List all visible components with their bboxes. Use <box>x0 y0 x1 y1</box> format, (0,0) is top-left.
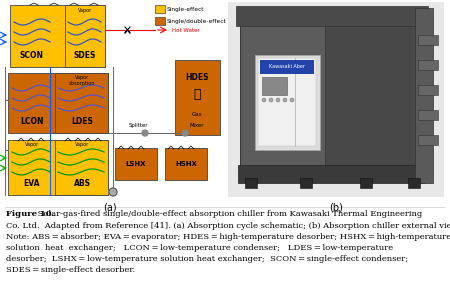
Bar <box>415 8 433 183</box>
Circle shape <box>283 98 287 102</box>
Text: Vapor
absorption: Vapor absorption <box>69 75 95 86</box>
Circle shape <box>290 98 294 102</box>
Bar <box>240 8 425 173</box>
Text: HSHX: HSHX <box>175 161 197 167</box>
Bar <box>418 135 438 145</box>
Text: Gas: Gas <box>192 112 202 118</box>
Bar <box>65 5 105 67</box>
Bar <box>418 60 438 70</box>
Text: Single-effect: Single-effect <box>167 6 204 11</box>
Text: EVA: EVA <box>24 178 40 188</box>
Bar <box>408 178 420 188</box>
Bar <box>8 140 108 195</box>
Text: ABS: ABS <box>73 178 90 188</box>
Bar <box>325 8 425 173</box>
Bar <box>175 60 220 135</box>
Circle shape <box>182 130 188 136</box>
Text: LCON: LCON <box>20 118 44 126</box>
Bar <box>165 148 207 180</box>
Bar <box>300 178 312 188</box>
Bar <box>55 140 108 195</box>
Text: Hot Water: Hot Water <box>172 28 200 33</box>
Bar <box>10 5 105 67</box>
Bar <box>262 77 287 95</box>
Bar <box>238 165 424 183</box>
Bar <box>236 6 428 26</box>
Bar <box>155 5 165 13</box>
Text: (a): (a) <box>103 202 117 212</box>
Text: SDES = single-effect desorber.: SDES = single-effect desorber. <box>6 266 135 274</box>
Text: Mixer: Mixer <box>190 123 204 128</box>
Bar <box>260 60 314 74</box>
Text: Vapor: Vapor <box>78 8 92 13</box>
Bar <box>418 85 438 95</box>
Bar <box>228 2 444 197</box>
Bar <box>55 73 108 133</box>
Text: Splitter: Splitter <box>128 123 148 128</box>
Circle shape <box>109 188 117 196</box>
Text: solution  heat  exchanger;   LCON = low-temperature condenser;   LDES = low-temp: solution heat exchanger; LCON = low-temp… <box>6 244 393 252</box>
Bar <box>360 178 372 188</box>
Bar <box>245 178 257 188</box>
Text: Vapor: Vapor <box>75 142 89 147</box>
Text: LDES: LDES <box>71 118 93 126</box>
Text: Figure 10.: Figure 10. <box>6 210 54 218</box>
Circle shape <box>269 98 273 102</box>
Text: LSHX: LSHX <box>126 161 146 167</box>
Bar <box>155 17 165 25</box>
Text: desorber;  LSHX = low-temperature solution heat exchanger;  SCON = single-effect: desorber; LSHX = low-temperature solutio… <box>6 255 408 263</box>
Circle shape <box>276 98 280 102</box>
Circle shape <box>142 130 148 136</box>
Text: SCON: SCON <box>20 50 44 60</box>
Text: Kawasaki Aber: Kawasaki Aber <box>269 64 305 69</box>
Bar <box>418 35 438 45</box>
Text: Solar-gas-fired single/double-effect absorption chiller from Kawasaki Thermal En: Solar-gas-fired single/double-effect abs… <box>35 210 422 218</box>
Bar <box>258 58 316 146</box>
Bar <box>418 110 438 120</box>
Bar <box>8 73 108 133</box>
Circle shape <box>262 98 266 102</box>
Text: Note: ABS = absorber; EVA = evaporator; HDES = high-temperature desorber; HSHX =: Note: ABS = absorber; EVA = evaporator; … <box>6 233 450 241</box>
Text: Single/double-effect: Single/double-effect <box>167 18 227 24</box>
Text: Vapor: Vapor <box>25 142 39 147</box>
Bar <box>115 148 157 180</box>
Bar <box>255 55 320 150</box>
Text: (b): (b) <box>329 202 343 212</box>
Text: SDES: SDES <box>74 50 96 60</box>
Text: HDES: HDES <box>185 73 209 83</box>
Text: Co. Ltd.  Adapted from Reference [41]. (a) Absorption cycle schematic; (b) Absor: Co. Ltd. Adapted from Reference [41]. (a… <box>6 222 450 230</box>
Text: 🔥: 🔥 <box>193 88 201 102</box>
